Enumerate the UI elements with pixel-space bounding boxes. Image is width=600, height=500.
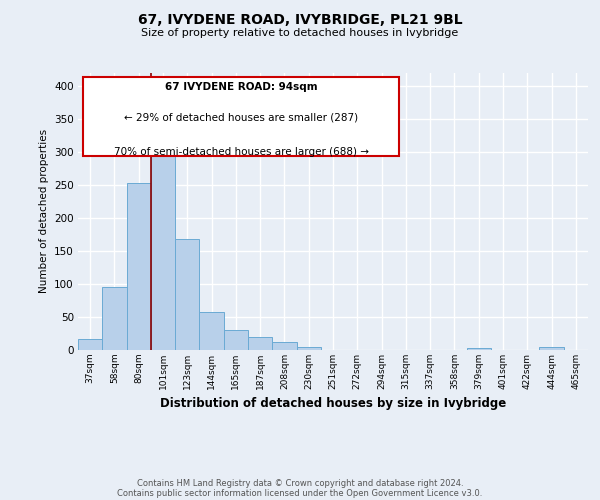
Bar	[78, 339, 102, 350]
Bar	[175, 239, 199, 350]
Bar	[272, 342, 296, 350]
Text: ← 29% of detached houses are smaller (287): ← 29% of detached houses are smaller (28…	[124, 112, 358, 122]
Bar	[102, 286, 127, 350]
Text: Contains HM Land Registry data © Crown copyright and database right 2024.: Contains HM Land Registry data © Crown c…	[137, 478, 463, 488]
Text: Size of property relative to detached houses in Ivybridge: Size of property relative to detached ho…	[142, 28, 458, 38]
Bar	[539, 348, 564, 350]
Bar	[467, 348, 491, 350]
Bar	[296, 346, 321, 350]
Bar	[224, 330, 248, 350]
Text: 67, IVYDENE ROAD, IVYBRIDGE, PL21 9BL: 67, IVYDENE ROAD, IVYBRIDGE, PL21 9BL	[137, 12, 463, 26]
Text: Contains public sector information licensed under the Open Government Licence v3: Contains public sector information licen…	[118, 488, 482, 498]
Y-axis label: Number of detached properties: Number of detached properties	[38, 129, 49, 294]
Text: 67 IVYDENE ROAD: 94sqm: 67 IVYDENE ROAD: 94sqm	[165, 82, 317, 92]
Bar	[199, 312, 224, 350]
Bar	[248, 338, 272, 350]
X-axis label: Distribution of detached houses by size in Ivybridge: Distribution of detached houses by size …	[160, 398, 506, 410]
Bar	[151, 130, 175, 350]
Bar	[127, 183, 151, 350]
FancyBboxPatch shape	[83, 76, 400, 156]
Text: 70% of semi-detached houses are larger (688) →: 70% of semi-detached houses are larger (…	[114, 148, 369, 158]
